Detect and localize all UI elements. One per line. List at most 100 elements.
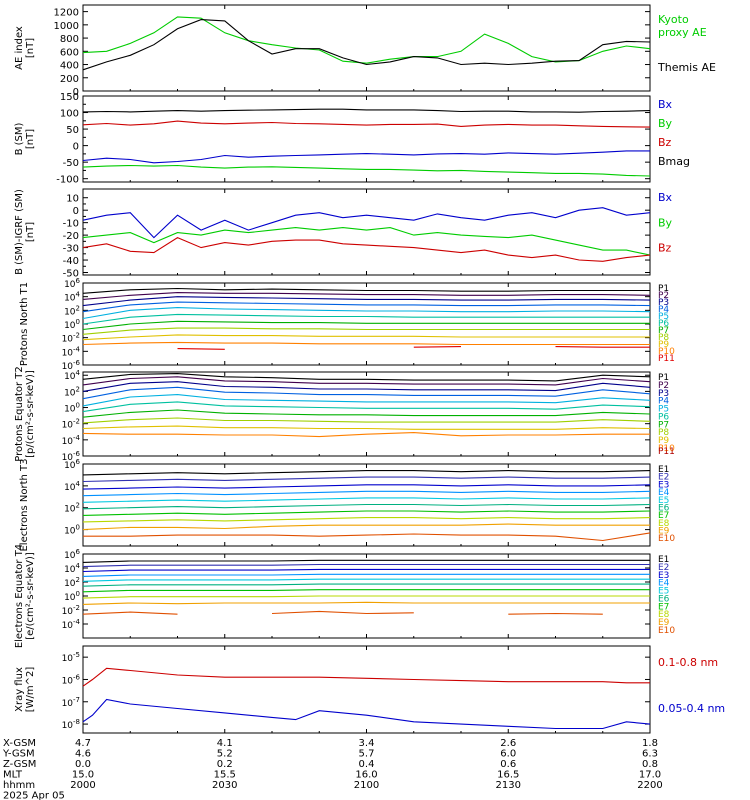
legend-label: P2 bbox=[658, 381, 669, 391]
series-line-e5 bbox=[82, 497, 651, 503]
y-axis-label: [e/(cm²-s-sr-keV)] bbox=[25, 552, 36, 640]
ephemeris-label-y-gsm: Y-GSM bbox=[2, 749, 35, 760]
y-tick-label: 10-7 bbox=[62, 696, 80, 709]
y-tick-label: 10-8 bbox=[62, 718, 80, 731]
y-axis-label: Protons North T1 bbox=[19, 282, 30, 366]
series-line-p11 bbox=[177, 348, 225, 350]
legend-label: E8 bbox=[658, 519, 670, 529]
legend-label: E4 bbox=[658, 579, 670, 589]
panel-frame bbox=[82, 645, 651, 734]
y-axis-label: AE index bbox=[14, 26, 25, 70]
y-tick-label: 400 bbox=[60, 61, 79, 72]
panel-3: -50 -40-30 -20-10 010 B (SM)-IGRF (SM) [nT] Bx… bbox=[14, 188, 673, 280]
legend-label: Bx bbox=[658, 191, 673, 204]
series-line-p5 bbox=[82, 394, 651, 407]
y-axis-label: [W/m^2] bbox=[25, 667, 36, 713]
panel-2: -100 -50 0 50 100 150 B (SM) [nT] Bx By Bz Bmag bbox=[14, 92, 690, 186]
series-line-e2 bbox=[82, 476, 651, 483]
y-tick-label: 1000 bbox=[54, 21, 79, 32]
y-tick-label: 104 bbox=[64, 562, 80, 575]
series-line-e1 bbox=[82, 559, 650, 563]
legend-label: P11 bbox=[658, 354, 675, 364]
legend-label: P8 bbox=[658, 428, 669, 438]
series-line-e9 bbox=[82, 523, 650, 531]
legend-label: By bbox=[658, 117, 673, 130]
ephemeris-value: 2130 bbox=[496, 780, 521, 791]
y-tick-label: 10-2 bbox=[62, 332, 80, 345]
y-axis-label: [nT] bbox=[25, 222, 36, 242]
legend-label: proxy AE bbox=[658, 26, 707, 39]
legend-label: E3 bbox=[658, 571, 669, 581]
series-line-bx bbox=[82, 207, 651, 239]
y-tick-label: 10-5 bbox=[62, 651, 80, 664]
ephemeris-value: 6.3 bbox=[642, 749, 658, 760]
y-tick-label: 0 bbox=[73, 142, 79, 153]
y-axis-label: Electrons North T3 bbox=[19, 458, 30, 551]
legend-label: P11 bbox=[658, 447, 675, 457]
series-line-p10 bbox=[82, 432, 650, 438]
ephemeris-value: 2000 bbox=[70, 780, 95, 791]
series-line-e9 bbox=[82, 601, 650, 605]
series-line-p9 bbox=[82, 425, 651, 430]
series-line-p1 bbox=[82, 373, 651, 382]
ephemeris-value: 4.7 bbox=[75, 738, 91, 749]
panel-frame bbox=[82, 4, 651, 92]
legend-label: P7 bbox=[658, 326, 669, 336]
series-line-e1 bbox=[82, 470, 651, 476]
y-axis-label: Protons Equator T2 bbox=[14, 366, 25, 462]
series-line-e4 bbox=[82, 573, 650, 577]
series-line-e7 bbox=[82, 510, 651, 516]
ephemeris-value: 6.0 bbox=[500, 749, 516, 760]
series-line-e6 bbox=[82, 583, 650, 587]
y-tick-label: 100 bbox=[64, 402, 80, 415]
legend-label: E6 bbox=[658, 594, 670, 604]
legend-label: P3 bbox=[658, 298, 669, 308]
series-line-p8 bbox=[82, 417, 651, 424]
y-tick-label: 106 bbox=[64, 458, 80, 471]
legend-label: E9 bbox=[658, 527, 670, 537]
series-line-bz bbox=[82, 236, 651, 262]
series-line-p8 bbox=[82, 327, 650, 335]
legend-label: E1 bbox=[658, 555, 669, 565]
legend-label: P6 bbox=[658, 412, 669, 422]
series-line-e10 bbox=[83, 532, 651, 542]
y-axis-label: Electrons Equator T4 bbox=[14, 544, 25, 648]
y-tick-label: 100 bbox=[64, 318, 80, 331]
ephemeris-value: 0.8 bbox=[642, 759, 658, 770]
legend-label: E10 bbox=[658, 626, 675, 636]
y-tick-label: 10-6 bbox=[62, 359, 81, 372]
ephemeris-value: 5.7 bbox=[359, 749, 375, 760]
y-tick-label: 0 bbox=[73, 87, 79, 98]
y-tick-label: -20 bbox=[63, 231, 79, 242]
ephemeris-value: 0.6 bbox=[500, 759, 516, 770]
series-line-p4 bbox=[82, 301, 651, 313]
y-axis-label: B (SM)-IGRF (SM) bbox=[14, 189, 25, 275]
ephemeris-label-x-gsm: X-GSM bbox=[3, 738, 36, 749]
series-line-e2 bbox=[82, 563, 650, 568]
y-tick-label: 10-6 bbox=[62, 450, 81, 463]
ephemeris-value: 0.4 bbox=[359, 759, 375, 770]
legend-label: Themis AE bbox=[657, 61, 716, 74]
series-line-e10 bbox=[82, 611, 178, 615]
series-line-p1 bbox=[82, 287, 650, 294]
series-line-p5 bbox=[82, 307, 651, 320]
legend-label: P3 bbox=[658, 389, 669, 399]
legend-label: P1 bbox=[658, 373, 669, 383]
series-line-p11 bbox=[555, 346, 650, 348]
ephemeris-value: 2030 bbox=[212, 780, 237, 791]
series-line-p3 bbox=[82, 296, 651, 307]
legend-label: 0.05-0.4 nm bbox=[658, 702, 725, 715]
ephemeris-value: 2200 bbox=[637, 780, 662, 791]
y-tick-label: -50 bbox=[63, 158, 79, 169]
y-tick-label: -50 bbox=[63, 269, 79, 280]
y-tick-label: 10-4 bbox=[62, 345, 81, 358]
legend-label: E2 bbox=[658, 563, 669, 573]
series-line-p7 bbox=[82, 320, 650, 331]
y-tick-label: 10 bbox=[66, 194, 79, 205]
series-line-e10 bbox=[508, 612, 603, 615]
y-tick-label: 800 bbox=[60, 34, 79, 45]
legend-label: P10 bbox=[658, 347, 675, 357]
y-tick-label: 150 bbox=[60, 92, 79, 103]
series-line-p4 bbox=[82, 386, 651, 400]
y-tick-label: 10-4 bbox=[62, 618, 81, 631]
